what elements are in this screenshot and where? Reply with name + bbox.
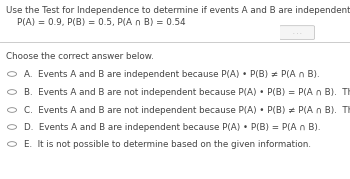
Text: D.  Events A and B are independent because P(A) • P(B) = P(A ∩ B).: D. Events A and B are independent becaus… (24, 123, 321, 132)
Text: A.  Events A and B are independent because P(A) • P(B) ≠ P(A ∩ B).: A. Events A and B are independent becaus… (24, 70, 320, 79)
Text: . . .: . . . (293, 30, 301, 35)
Text: P(A) = 0.9, P(B) = 0.5, P(A ∩ B) = 0.54: P(A) = 0.9, P(B) = 0.5, P(A ∩ B) = 0.54 (6, 18, 186, 27)
Text: Choose the correct answer below.: Choose the correct answer below. (6, 52, 154, 61)
Text: E.  It is not possible to determine based on the given information.: E. It is not possible to determine based… (24, 140, 311, 149)
Text: C.  Events A and B are not independent because P(A) • P(B) ≠ P(A ∩ B).  They are: C. Events A and B are not independent be… (24, 106, 350, 115)
Text: Use the Test for Independence to determine if events A and B are independent.: Use the Test for Independence to determi… (6, 6, 350, 15)
Text: B.  Events A and B are not independent because P(A) • P(B) = P(A ∩ B).  They are: B. Events A and B are not independent be… (24, 88, 350, 97)
FancyBboxPatch shape (280, 26, 315, 39)
